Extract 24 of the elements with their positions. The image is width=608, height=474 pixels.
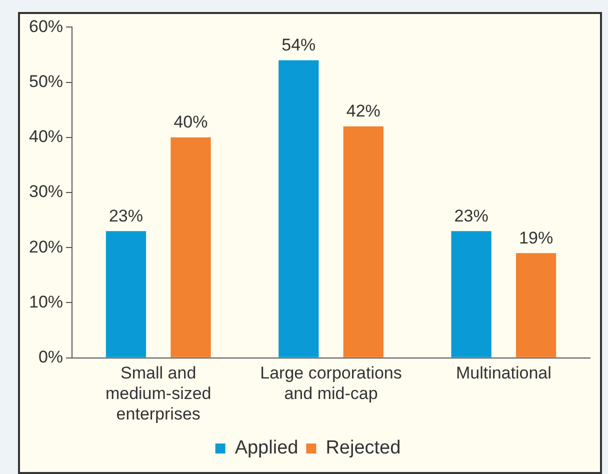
bar xyxy=(343,126,384,358)
y-tick-label: 50% xyxy=(28,72,64,91)
data-label: 42% xyxy=(346,102,380,121)
y-tick-label: 40% xyxy=(28,127,64,146)
y-tick-label: 10% xyxy=(28,292,64,312)
bar xyxy=(451,231,492,358)
data-label: 54% xyxy=(282,35,316,54)
data-label: 19% xyxy=(519,228,554,248)
legend-label: Rejected xyxy=(326,438,401,459)
y-tick-label: 0% xyxy=(38,347,64,366)
y-tick-label: 60% xyxy=(28,16,64,36)
bar xyxy=(278,60,319,358)
x-tick-label: Large corporations and mid-cap xyxy=(260,364,402,404)
data-label: 23% xyxy=(108,206,143,226)
bar xyxy=(106,231,146,358)
y-tick-label: 30% xyxy=(28,182,64,202)
bar xyxy=(170,137,211,358)
bar xyxy=(516,253,556,358)
legend-label: Applied xyxy=(234,438,298,459)
y-tick-label: 20% xyxy=(28,237,64,256)
data-label: 23% xyxy=(454,206,488,226)
data-label: 40% xyxy=(174,112,208,132)
x-tick-label: Multinational xyxy=(456,364,552,383)
x-tick-label: Small and medium-sized enterprises xyxy=(105,364,212,424)
